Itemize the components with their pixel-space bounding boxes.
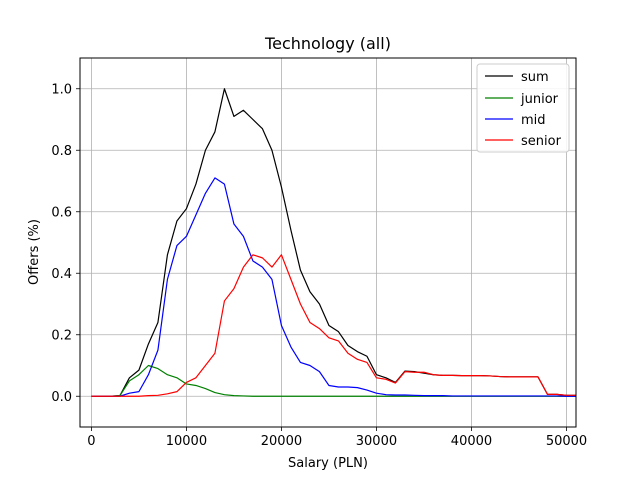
- y-tick-label: 0.2: [51, 328, 72, 343]
- y-axis-label: Offers (%): [27, 219, 42, 285]
- x-tick-label: 20000: [261, 434, 302, 449]
- axis-ticks: 0 10000 20000 30000 40000 50000 0.0 0.2 0.4 0.6 0.…: [51, 82, 587, 449]
- x-tick-label: 50000: [546, 434, 587, 449]
- y-tick-label: 0.4: [51, 267, 72, 282]
- y-tick-label: 0.8: [51, 144, 72, 159]
- legend-box: [476, 63, 570, 153]
- chart-title: Technology (all): [264, 34, 391, 53]
- legend-label-junior: junior: [520, 92, 559, 107]
- x-tick-label: 0: [87, 434, 95, 449]
- x-tick-label: 10000: [166, 434, 207, 449]
- x-axis-label: Salary (PLN): [288, 456, 368, 471]
- x-tick-label: 40000: [451, 434, 492, 449]
- series-line-senior: [91, 254, 576, 397]
- series-lines: [91, 88, 576, 397]
- legend-label-sum: sum: [521, 70, 549, 85]
- legend-label-senior: senior: [521, 134, 562, 149]
- y-tick-label: 0.0: [51, 390, 72, 405]
- legend-label-mid: mid: [521, 113, 546, 128]
- series-line-mid: [91, 177, 576, 397]
- y-tick-label: 0.6: [51, 205, 72, 220]
- x-tick-label: 30000: [356, 434, 397, 449]
- y-tick-label: 1.0: [51, 82, 72, 97]
- legend: sum junior mid senior: [476, 63, 570, 153]
- plot-frame: [79, 57, 577, 428]
